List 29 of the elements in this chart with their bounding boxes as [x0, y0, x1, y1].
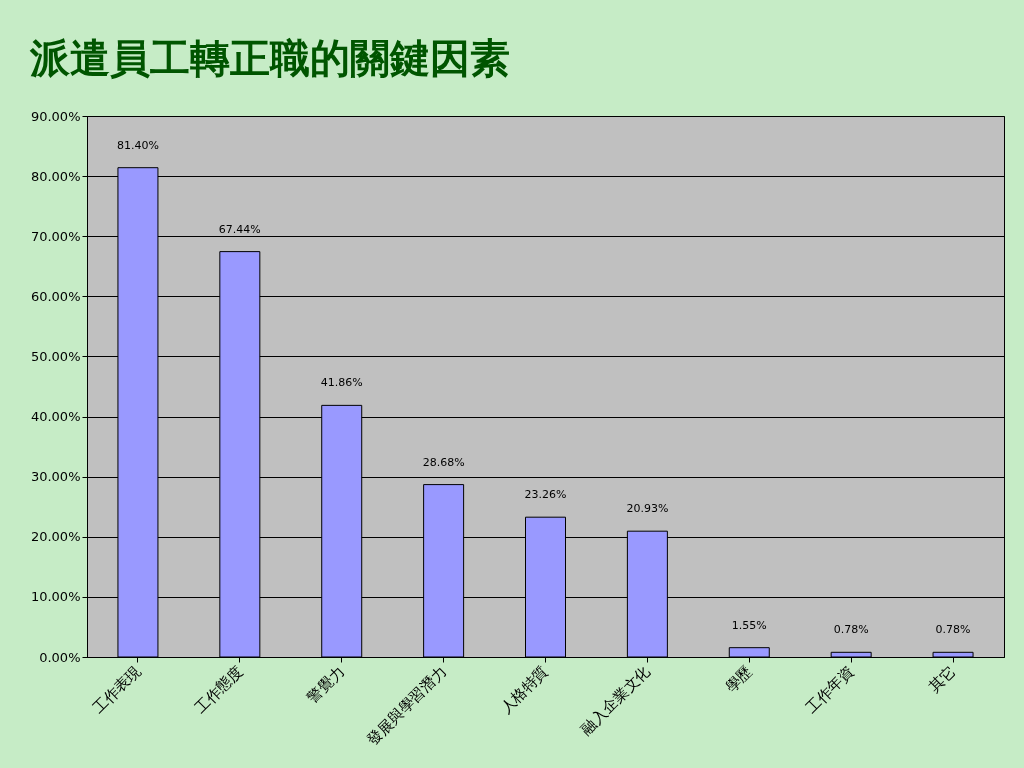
x-tick-label: 發展與學習潛力	[363, 662, 450, 750]
data-label: 1.55%	[731, 618, 767, 632]
chart-title: 派遣員工轉正職的關鍵因素	[29, 35, 511, 81]
x-tick-label: 工作表現	[89, 662, 145, 718]
y-tick-label: 70.00%	[30, 228, 81, 244]
data-label: 0.78%	[935, 623, 971, 637]
y-tick-label: 40.00%	[30, 409, 81, 425]
y-tick-label: 80.00%	[30, 168, 81, 184]
data-label: 67.44%	[218, 222, 261, 236]
y-tick-label: 0.00%	[39, 649, 81, 665]
x-tick-label: 工作年資	[802, 662, 858, 718]
data-label: 20.93%	[626, 502, 669, 516]
x-tick-label: 工作態度	[191, 662, 247, 718]
y-tick-label: 20.00%	[30, 529, 81, 545]
data-label: 28.68%	[422, 455, 465, 469]
y-tick-label: 90.00%	[30, 108, 81, 124]
y-tick-label: 60.00%	[30, 288, 81, 304]
x-tick-label: 警覺力	[303, 662, 349, 707]
y-tick-label: 30.00%	[30, 469, 81, 485]
x-tick-label: 其它	[925, 662, 960, 697]
y-tick-label: 10.00%	[30, 589, 81, 605]
y-tick-label: 50.00%	[30, 348, 81, 364]
x-tick-label: 學歷	[721, 662, 756, 697]
data-label: 41.86%	[320, 376, 363, 390]
data-label: 0.78%	[833, 623, 869, 637]
x-tick-label: 人格特質	[496, 662, 552, 718]
x-tick-label: 融入企業文化	[577, 662, 654, 739]
data-label: 81.40%	[116, 138, 159, 152]
data-label: 23.26%	[524, 488, 567, 502]
